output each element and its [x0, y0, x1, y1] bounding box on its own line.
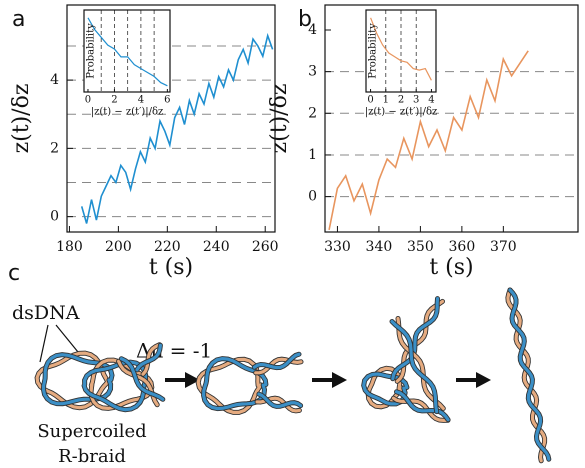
y-tick-label: 3 [308, 64, 317, 80]
x-tick-label: 4 [428, 95, 434, 106]
x-axis-label: t (s) [429, 255, 473, 280]
pointer [39, 324, 49, 363]
x-tick-label: 0 [85, 95, 91, 106]
x-axis-label: |z(t) − z(t′)|/δz [91, 107, 164, 118]
panel-label: b [298, 7, 312, 32]
panel-label: c [8, 261, 20, 286]
x-axis-label: |z(t) − z(t′)|/δz [365, 107, 438, 118]
axes-frame [324, 4, 579, 233]
data-line [370, 17, 432, 81]
x-tick-label: 180 [56, 239, 83, 255]
axes-frame [83, 9, 171, 93]
x-tick-label: 350 [407, 239, 434, 255]
strand [391, 396, 450, 423]
x-tick-label: 1 [383, 95, 389, 106]
strand [394, 390, 450, 422]
y-axis-label: Probability [368, 23, 379, 79]
strand [396, 316, 445, 410]
x-tick-label: 360 [449, 239, 476, 255]
x-tick-label: 370 [490, 239, 517, 255]
axes-frame [66, 4, 276, 233]
strand [508, 288, 551, 461]
plot-area [325, 5, 578, 232]
plot-area [366, 10, 436, 92]
strand-label: dsDNA [12, 302, 80, 324]
y-tick-label: 4 [308, 22, 317, 38]
x-tick-label: 330 [324, 239, 351, 255]
x-tick-label: 2 [398, 95, 404, 106]
strand [196, 357, 263, 414]
strand [135, 343, 162, 372]
caption: R-braid [58, 446, 126, 467]
data-line [80, 32, 274, 224]
x-tick-label: 240 [203, 239, 230, 255]
y-tick-label: 4 [50, 72, 59, 88]
strand [119, 357, 165, 401]
x-tick-label: 2 [111, 95, 117, 106]
data-line [87, 17, 168, 87]
y-axis-label: z(t)/δz [267, 84, 292, 154]
strand [390, 319, 439, 414]
panel-label: a [12, 7, 25, 32]
y-axis-label: Probability [86, 23, 97, 79]
strand [82, 360, 148, 412]
y-tick-label: 1 [308, 147, 317, 163]
x-axis-label: t (s) [149, 255, 193, 280]
strand [257, 392, 303, 409]
data-line [328, 50, 529, 231]
strand [141, 343, 162, 376]
y-tick-label: 2 [308, 105, 317, 121]
caption: Supercoiled [37, 421, 146, 442]
y-axis-label: z(t)/δz [9, 84, 34, 154]
diagram: dsDNA Δn = -1 Supercoiled R-braid [12, 287, 552, 467]
y-tick-label: 0 [50, 209, 59, 225]
arrows [165, 372, 491, 388]
x-tick-label: 200 [105, 239, 132, 255]
strand [252, 352, 301, 370]
strand [201, 356, 268, 411]
strand [506, 288, 547, 463]
x-tick-label: 6 [164, 95, 170, 106]
x-tick-label: 0 [367, 95, 373, 106]
x-tick-label: 220 [154, 239, 181, 255]
x-tick-label: 340 [366, 239, 393, 255]
strand [254, 357, 303, 375]
pointer [55, 324, 79, 353]
x-tick-label: 3 [413, 95, 419, 106]
strand [391, 297, 440, 381]
x-tick-label: 260 [252, 239, 279, 255]
y-tick-label: 0 [308, 189, 317, 205]
y-tick-label: 2 [50, 140, 59, 156]
x-tick-label: 4 [138, 95, 144, 106]
